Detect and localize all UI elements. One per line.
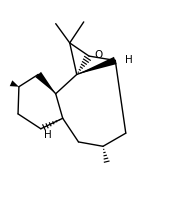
Polygon shape [77,57,117,74]
Text: O: O [94,50,102,60]
Polygon shape [35,72,56,94]
Text: H: H [44,130,52,140]
Text: H: H [125,55,133,65]
Polygon shape [10,80,19,87]
